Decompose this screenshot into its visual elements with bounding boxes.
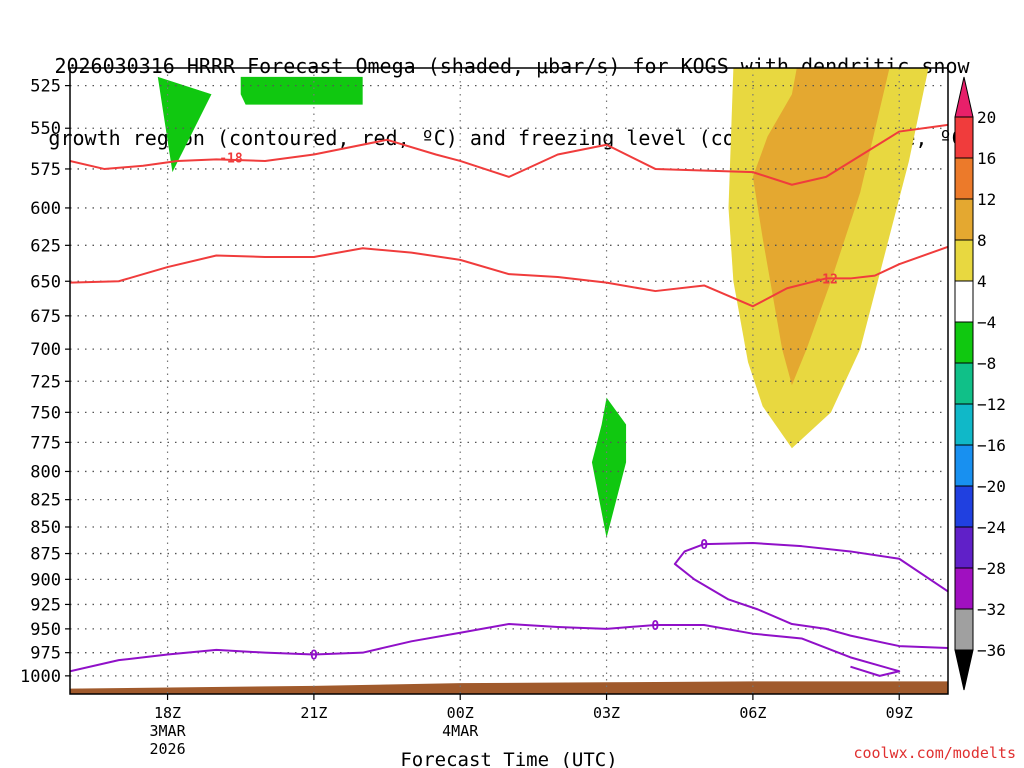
y-tick-label: 875 (30, 545, 61, 565)
colorbar-label: 12 (977, 190, 996, 209)
freezing-contour-label: 0 (651, 619, 659, 634)
colorbar-label: 4 (977, 272, 987, 291)
colorbar-band (954, 239, 974, 282)
y-tick-label: 800 (30, 462, 61, 482)
colorbar-band (954, 157, 974, 200)
x-tick-sublabel: 2026 (149, 740, 185, 758)
colorbar-band (954, 403, 974, 446)
freezing-contour-label: 0 (700, 538, 708, 553)
colorbar-cap-top (954, 76, 974, 118)
y-tick-label: 950 (30, 620, 61, 640)
freezing-contour-label: 0 (310, 649, 318, 664)
y-tick-label: 825 (30, 491, 61, 511)
colorbar-label: −24 (977, 518, 1006, 537)
y-tick-label: 625 (30, 236, 61, 256)
colorbar-label: 20 (977, 108, 996, 127)
y-tick-label: 600 (30, 199, 61, 219)
dgz-contour (70, 245, 948, 308)
colorbar-label: −28 (977, 559, 1006, 578)
colorbar-band (954, 116, 974, 159)
colorbar-band (954, 526, 974, 569)
colorbar-label: −12 (977, 395, 1006, 414)
dgz-contour-label: -18 (219, 152, 243, 167)
x-tick-label: 18Z (154, 704, 181, 722)
colorbar-label: −32 (977, 600, 1006, 619)
colorbar-band (954, 362, 974, 405)
freezing-contour (673, 542, 948, 649)
colorbar-cap-bottom (954, 649, 974, 691)
colorbar-label: −16 (977, 436, 1006, 455)
y-tick-label: 650 (30, 272, 61, 292)
colorbar-band (954, 321, 974, 364)
omega-region (157, 76, 212, 173)
colorbar-label: −20 (977, 477, 1006, 496)
x-tick-label: 21Z (300, 704, 327, 722)
colorbar-band (954, 280, 974, 323)
x-tick-sublabel: 4MAR (442, 722, 479, 740)
plot-area: -18 -12 0 0 0 (70, 68, 948, 694)
x-tick-label: 06Z (739, 704, 766, 722)
colorbar-label: −36 (977, 641, 1006, 660)
colorbar-band (954, 444, 974, 487)
x-axis-label: Forecast Time (UTC) (400, 749, 617, 768)
y-tick-label: 525 (30, 77, 61, 97)
colorbar-label: 16 (977, 149, 996, 168)
omega-region (240, 76, 363, 105)
colorbar-band (954, 198, 974, 241)
y-tick-label: 975 (30, 644, 61, 664)
colorbar-band (954, 485, 974, 528)
y-tick-label: 775 (30, 433, 61, 453)
terrain (70, 681, 948, 694)
colorbar-band (954, 567, 974, 610)
y-tick-label: 900 (30, 570, 61, 590)
x-tick-label: 00Z (447, 704, 474, 722)
y-tick-label: 700 (30, 340, 61, 360)
y-tick-label: 575 (30, 160, 61, 180)
colorbar-band (954, 608, 974, 651)
watermark: coolwx.com/modelts (853, 744, 1016, 762)
colorbar: 20 16 12 8 4 −4 −8 −12 −16 −20 −24 −28 −32 −36 (954, 76, 1006, 691)
omega-region (591, 397, 627, 538)
x-tick-sublabel: 3MAR (149, 722, 186, 740)
omega-region (752, 68, 890, 386)
y-tick-label: 925 (30, 595, 61, 615)
dgz-contour-label: -12 (814, 272, 837, 287)
y-tick-label: 1000 (20, 667, 61, 687)
y-tick-label: 725 (30, 372, 61, 392)
x-tick-label: 09Z (886, 704, 913, 722)
y-tick-label: 750 (30, 403, 61, 423)
colorbar-label: −4 (977, 313, 996, 332)
freezing-contour (70, 623, 901, 677)
x-tick-label: 03Z (593, 704, 620, 722)
dgz-contour (70, 123, 948, 186)
colorbar-label: −8 (977, 354, 996, 373)
colorbar-label: 8 (977, 231, 987, 250)
y-tick-label: 550 (30, 119, 61, 139)
y-tick-label: 675 (30, 307, 61, 327)
y-tick-label: 850 (30, 518, 61, 538)
